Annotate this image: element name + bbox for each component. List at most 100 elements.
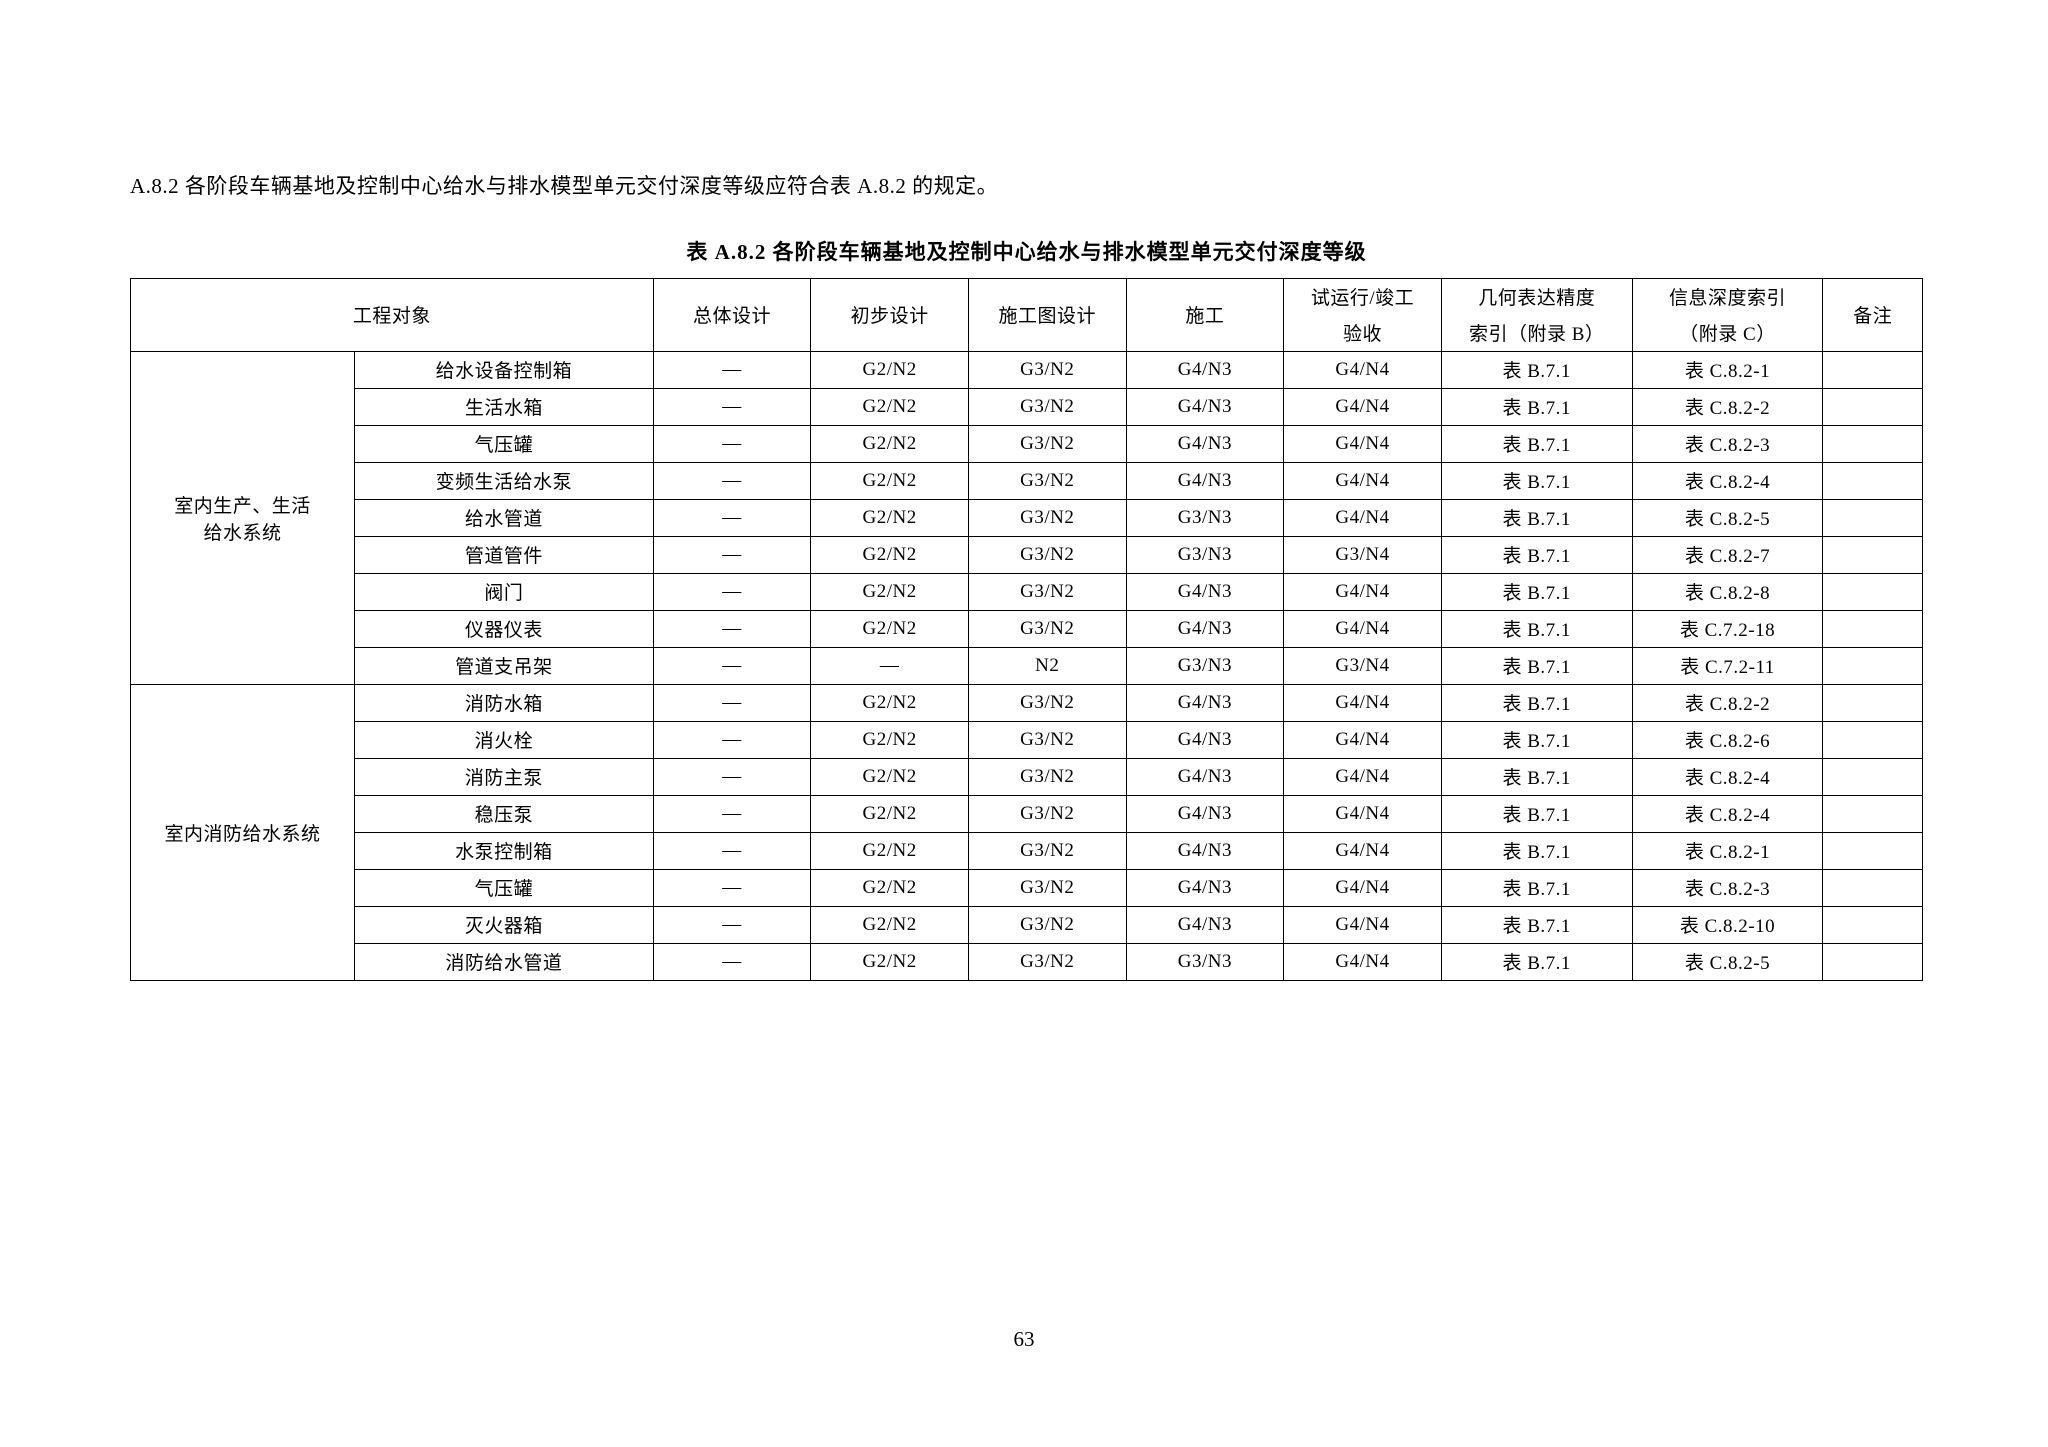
table-row: 消防给水管道—G2/N2G3/N2G3/N3G4/N4表 B.7.1表 C.8.…	[131, 943, 1923, 980]
commission-cell: G4/N4	[1284, 758, 1442, 795]
prelim-cell: G2/N2	[811, 943, 969, 980]
item-cell: 仪器仪表	[354, 610, 653, 647]
item-cell: 消防主泵	[354, 758, 653, 795]
note-cell	[1823, 351, 1923, 388]
note-cell	[1823, 462, 1923, 499]
section-intro-text: A.8.2 各阶段车辆基地及控制中心给水与排水模型单元交付深度等级应符合表 A.…	[130, 170, 1923, 204]
commission-cell: G4/N4	[1284, 906, 1442, 943]
note-cell	[1823, 610, 1923, 647]
construct-drawing-cell: G3/N2	[968, 795, 1126, 832]
construct-drawing-cell: G3/N2	[968, 758, 1126, 795]
table-body: 室内生产、生活给水系统给水设备控制箱—G2/N2G3/N2G4/N3G4/N4表…	[131, 351, 1923, 980]
table-row: 变频生活给水泵—G2/N2G3/N2G4/N3G4/N4表 B.7.1表 C.8…	[131, 462, 1923, 499]
note-cell	[1823, 573, 1923, 610]
note-cell	[1823, 795, 1923, 832]
table-header: 工程对象 总体设计 初步设计 施工图设计 施工 试运行/竣工 几何表达精度 信息…	[131, 278, 1923, 351]
prelim-cell: G2/N2	[811, 573, 969, 610]
geo-index-cell: 表 B.7.1	[1441, 795, 1632, 832]
construct-drawing-cell: G3/N2	[968, 721, 1126, 758]
item-cell: 管道支吊架	[354, 647, 653, 684]
geo-index-cell: 表 B.7.1	[1441, 573, 1632, 610]
info-index-cell: 表 C.8.2-1	[1632, 351, 1823, 388]
commission-cell: G4/N4	[1284, 869, 1442, 906]
geo-index-cell: 表 B.7.1	[1441, 869, 1632, 906]
construct-drawing-cell: G3/N2	[968, 351, 1126, 388]
commission-cell: G3/N4	[1284, 536, 1442, 573]
commission-cell: G4/N4	[1284, 684, 1442, 721]
table-row: 阀门—G2/N2G3/N2G4/N3G4/N4表 B.7.1表 C.8.2-8	[131, 573, 1923, 610]
prelim-cell: G2/N2	[811, 795, 969, 832]
note-cell	[1823, 721, 1923, 758]
commission-cell: G4/N4	[1284, 943, 1442, 980]
construct-drawing-cell: G3/N2	[968, 388, 1126, 425]
commission-cell: G4/N4	[1284, 462, 1442, 499]
table-row: 消防主泵—G2/N2G3/N2G4/N3G4/N4表 B.7.1表 C.8.2-…	[131, 758, 1923, 795]
info-index-cell: 表 C.7.2-11	[1632, 647, 1823, 684]
construct-drawing-cell: G3/N2	[968, 869, 1126, 906]
item-cell: 消防给水管道	[354, 943, 653, 980]
overall-cell: —	[653, 906, 811, 943]
table-row: 管道管件—G2/N2G3/N2G3/N3G3/N4表 B.7.1表 C.8.2-…	[131, 536, 1923, 573]
note-cell	[1823, 499, 1923, 536]
construct-cell: G3/N3	[1126, 499, 1284, 536]
geo-index-cell: 表 B.7.1	[1441, 684, 1632, 721]
overall-cell: —	[653, 610, 811, 647]
prelim-cell: G2/N2	[811, 684, 969, 721]
construct-cell: G4/N3	[1126, 906, 1284, 943]
table-row: 灭火器箱—G2/N2G3/N2G4/N3G4/N4表 B.7.1表 C.8.2-…	[131, 906, 1923, 943]
prelim-cell: G2/N2	[811, 499, 969, 536]
item-cell: 给水设备控制箱	[354, 351, 653, 388]
th-geo-bot: 索引（附录 B）	[1441, 315, 1632, 352]
info-index-cell: 表 C.8.2-4	[1632, 462, 1823, 499]
table-row: 气压罐—G2/N2G3/N2G4/N3G4/N4表 B.7.1表 C.8.2-3	[131, 425, 1923, 462]
th-prelim: 初步设计	[811, 278, 969, 351]
construct-cell: G4/N3	[1126, 758, 1284, 795]
th-note: 备注	[1823, 278, 1923, 351]
group-name-line2: 给水系统	[133, 518, 352, 545]
geo-index-cell: 表 B.7.1	[1441, 388, 1632, 425]
commission-cell: G4/N4	[1284, 573, 1442, 610]
item-cell: 生活水箱	[354, 388, 653, 425]
construct-drawing-cell: G3/N2	[968, 425, 1126, 462]
note-cell	[1823, 869, 1923, 906]
th-construct: 施工	[1126, 278, 1284, 351]
construct-cell: G4/N3	[1126, 610, 1284, 647]
item-cell: 管道管件	[354, 536, 653, 573]
commission-cell: G4/N4	[1284, 499, 1442, 536]
geo-index-cell: 表 B.7.1	[1441, 906, 1632, 943]
info-index-cell: 表 C.8.2-5	[1632, 499, 1823, 536]
info-index-cell: 表 C.8.2-2	[1632, 388, 1823, 425]
overall-cell: —	[653, 647, 811, 684]
construct-cell: G3/N3	[1126, 536, 1284, 573]
construct-cell: G4/N3	[1126, 795, 1284, 832]
construct-cell: G4/N3	[1126, 351, 1284, 388]
commission-cell: G4/N4	[1284, 721, 1442, 758]
overall-cell: —	[653, 943, 811, 980]
th-overall: 总体设计	[653, 278, 811, 351]
overall-cell: —	[653, 462, 811, 499]
prelim-cell: G2/N2	[811, 869, 969, 906]
table-row: 消火栓—G2/N2G3/N2G4/N3G4/N4表 B.7.1表 C.8.2-6	[131, 721, 1923, 758]
table-row: 仪器仪表—G2/N2G3/N2G4/N3G4/N4表 B.7.1表 C.7.2-…	[131, 610, 1923, 647]
item-cell: 气压罐	[354, 869, 653, 906]
th-info-top: 信息深度索引	[1632, 278, 1823, 315]
note-cell	[1823, 536, 1923, 573]
construct-cell: G4/N3	[1126, 832, 1284, 869]
construct-drawing-cell: N2	[968, 647, 1126, 684]
prelim-cell: G2/N2	[811, 721, 969, 758]
table-row: 气压罐—G2/N2G3/N2G4/N3G4/N4表 B.7.1表 C.8.2-3	[131, 869, 1923, 906]
item-cell: 稳压泵	[354, 795, 653, 832]
commission-cell: G4/N4	[1284, 388, 1442, 425]
document-page: A.8.2 各阶段车辆基地及控制中心给水与排水模型单元交付深度等级应符合表 A.…	[0, 0, 2048, 1447]
note-cell	[1823, 906, 1923, 943]
geo-index-cell: 表 B.7.1	[1441, 536, 1632, 573]
prelim-cell: G2/N2	[811, 832, 969, 869]
item-cell: 给水管道	[354, 499, 653, 536]
prelim-cell: —	[811, 647, 969, 684]
construct-cell: G3/N3	[1126, 647, 1284, 684]
note-cell	[1823, 943, 1923, 980]
geo-index-cell: 表 B.7.1	[1441, 758, 1632, 795]
group-name-line1: 室内生产、生活	[133, 491, 352, 518]
geo-index-cell: 表 B.7.1	[1441, 943, 1632, 980]
overall-cell: —	[653, 351, 811, 388]
